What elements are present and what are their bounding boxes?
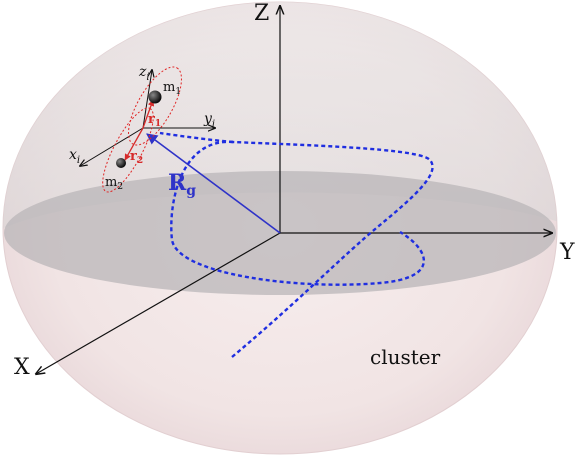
local-x-label: xi	[69, 147, 80, 166]
rg-label: Rg	[168, 170, 196, 199]
x-axis-label: X	[14, 355, 30, 380]
local-z-label: zi	[138, 64, 150, 83]
r2-vector	[124, 127, 144, 161]
sphere-upper-shade	[3, 2, 557, 230]
z-axis-label: Z	[254, 1, 269, 26]
cluster-label: cluster	[370, 345, 441, 369]
r1-label: r1	[148, 112, 161, 129]
mass-m2	[116, 158, 126, 168]
m1-label: m1	[163, 80, 181, 97]
trajectory-curve-lead	[159, 131, 234, 144]
local-z-axis	[142, 70, 152, 129]
y-axis-label: Y	[559, 240, 575, 265]
orbit-m1	[128, 66, 182, 146]
r1-vector	[142, 99, 155, 129]
x-axis-line	[36, 232, 281, 374]
rg-vector	[146, 133, 281, 234]
mass-m1	[148, 90, 162, 104]
local-y-label: yi	[203, 111, 215, 130]
trajectory-curve	[170, 140, 434, 358]
local-x-axis	[80, 127, 144, 166]
r2-label: r2	[130, 149, 143, 166]
m2-label: m2	[105, 175, 123, 192]
